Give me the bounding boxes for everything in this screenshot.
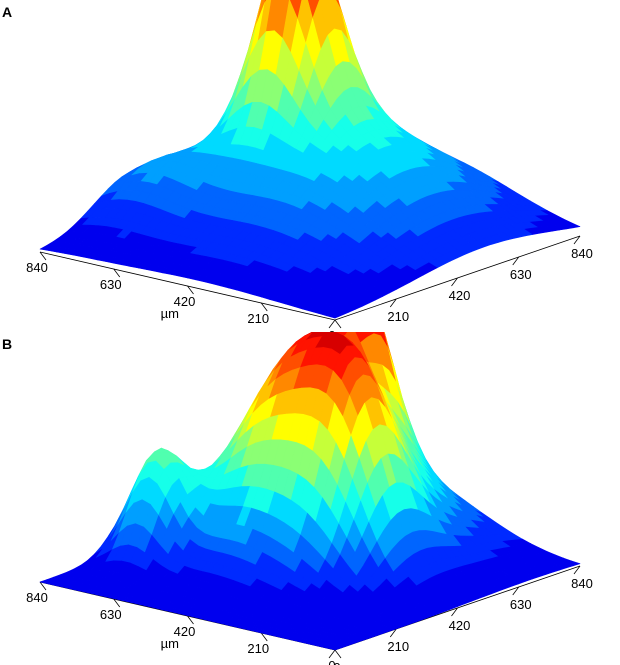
surface-plot-b-canvas: 0 210 420 630 840 0 210 420 630 840 µm — [26, 332, 593, 665]
x-tick — [113, 598, 121, 608]
y-tick-label: 840 — [571, 576, 593, 591]
y-tick-label: 630 — [510, 267, 532, 282]
x-tick — [334, 319, 342, 329]
y-tick — [512, 586, 520, 596]
panel-label-a: A — [2, 4, 13, 20]
x-tick-label: 0 — [328, 658, 335, 665]
x-tick-label: 420 — [174, 294, 196, 309]
x-tick — [39, 581, 47, 591]
x-tick — [113, 268, 121, 278]
x-axis-label: µm — [161, 306, 179, 321]
y-tick-label: 840 — [571, 246, 593, 261]
y-tick — [573, 565, 581, 575]
y-tick-label: 210 — [387, 309, 409, 324]
surface-patch — [326, 312, 343, 319]
axes-b: 0 210 420 630 840 0 210 420 630 840 µm — [26, 565, 593, 665]
x-tick — [260, 302, 268, 312]
y-tick — [328, 649, 336, 659]
surface-patch — [326, 645, 343, 651]
x-tick-label: 840 — [26, 590, 48, 605]
x-tick — [187, 615, 194, 625]
axes-a: 02104206308400210420630840µm — [26, 235, 593, 335]
x-tick-label: 420 — [174, 624, 196, 639]
y-tick — [328, 319, 336, 329]
x-tick-label: 630 — [100, 277, 122, 292]
surface-a — [39, 0, 581, 319]
x-tick — [39, 251, 47, 261]
y-tick-label: 630 — [510, 597, 532, 612]
y-tick — [389, 298, 397, 308]
surface-plot-a-canvas: 02104206308400210420630840µm — [26, 0, 593, 335]
y-tick — [389, 628, 397, 638]
surface-b — [39, 332, 581, 651]
panel-label-b: B — [2, 336, 13, 352]
x-tick-label: 210 — [247, 311, 269, 326]
x-tick — [187, 285, 194, 295]
y-tick-label: 210 — [387, 639, 409, 654]
y-tick-label: 0 — [333, 660, 340, 665]
x-tick-label: 210 — [247, 641, 269, 656]
y-tick — [573, 235, 581, 245]
x-tick — [334, 649, 342, 659]
y-tick-label: 420 — [449, 618, 471, 633]
surface-plot-b: B 0 210 420 630 840 0 210 420 630 840 µm — [0, 332, 620, 665]
x-tick — [260, 632, 268, 642]
y-tick — [512, 256, 520, 266]
surface-plot-a: A 02104206308400210420630840µm — [2, 0, 593, 335]
y-tick — [451, 607, 458, 617]
y-tick — [451, 277, 458, 287]
y-tick-label: 420 — [449, 288, 471, 303]
x-tick-label: 630 — [100, 607, 122, 622]
x-axis-label: µm — [161, 636, 179, 651]
x-tick-label: 840 — [26, 260, 48, 275]
